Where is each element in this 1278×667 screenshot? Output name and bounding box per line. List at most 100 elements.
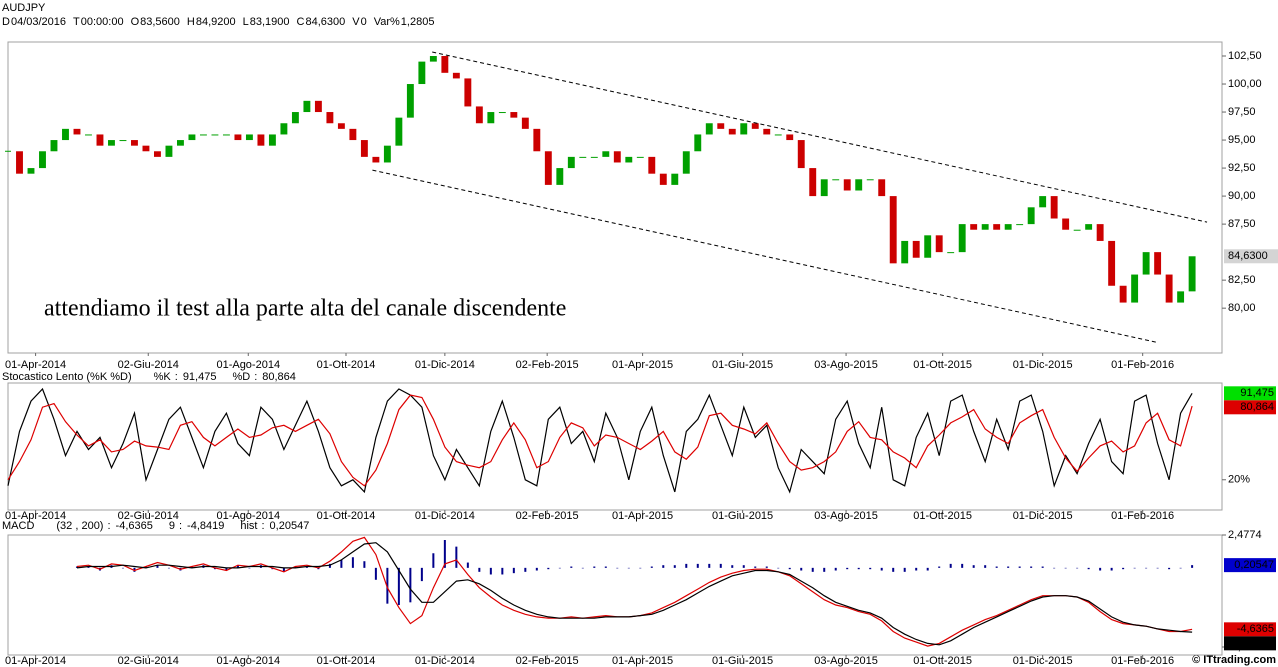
candle bbox=[1062, 218, 1070, 230]
x-tick-label: 01-Ago-2014 bbox=[216, 655, 280, 667]
candle bbox=[1004, 224, 1012, 230]
histogram-bar bbox=[236, 565, 239, 568]
candle bbox=[1085, 224, 1093, 230]
histogram-bar bbox=[1133, 567, 1136, 569]
histogram-bar bbox=[294, 566, 297, 568]
candle bbox=[234, 134, 242, 141]
field-value: 83,1900 bbox=[250, 16, 290, 28]
histogram-bar bbox=[1099, 567, 1102, 571]
candle bbox=[464, 78, 472, 107]
candle bbox=[73, 128, 81, 135]
candle bbox=[27, 168, 35, 174]
histogram-bar bbox=[708, 563, 711, 568]
channel-line bbox=[372, 169, 1157, 343]
x-tick-label: 01-Apr-2015 bbox=[612, 655, 673, 667]
candle bbox=[85, 134, 92, 136]
histogram-bar bbox=[397, 567, 400, 605]
x-tick-label: 01-Ott-2015 bbox=[913, 359, 972, 371]
histogram-bar bbox=[1122, 567, 1125, 570]
candle bbox=[487, 112, 495, 124]
symbol: AUDJPY bbox=[2, 2, 46, 14]
candle bbox=[1131, 274, 1139, 303]
candle bbox=[395, 117, 403, 146]
histogram-bar bbox=[570, 566, 573, 568]
candle bbox=[659, 173, 667, 185]
candle bbox=[62, 128, 69, 141]
candle bbox=[211, 134, 219, 136]
candle bbox=[131, 140, 138, 146]
x-tick-label: 01-Giu-2015 bbox=[712, 510, 773, 522]
histogram-bar bbox=[834, 567, 837, 571]
histogram-bar bbox=[75, 566, 78, 568]
candle bbox=[1177, 291, 1185, 303]
candle bbox=[1119, 285, 1127, 303]
indicator-line bbox=[76, 536, 1193, 647]
candle bbox=[16, 151, 23, 174]
candle bbox=[475, 106, 483, 124]
candle bbox=[981, 224, 989, 230]
histogram-bar bbox=[1191, 565, 1194, 568]
histogram-bar bbox=[1145, 567, 1148, 569]
histogram-bar bbox=[662, 565, 665, 568]
candle bbox=[866, 179, 874, 181]
x-tick-label: 01-Ott-2014 bbox=[317, 510, 376, 522]
legend-value: 0,20547 bbox=[270, 520, 310, 532]
legend-name: (32 , 200) bbox=[56, 520, 103, 532]
candle bbox=[372, 156, 380, 163]
value-box-label: -4,8419 bbox=[1237, 637, 1274, 649]
histogram-bar bbox=[420, 567, 423, 582]
y-tick-label: 20% bbox=[1228, 474, 1250, 486]
histogram-bar bbox=[1007, 566, 1010, 568]
histogram-bar bbox=[903, 567, 906, 572]
candle bbox=[590, 156, 598, 158]
candle bbox=[1050, 196, 1058, 219]
candle bbox=[257, 134, 265, 146]
histogram-bar bbox=[282, 567, 285, 572]
histogram-bar bbox=[340, 559, 343, 568]
histogram-bar bbox=[938, 566, 941, 568]
candle bbox=[924, 235, 932, 258]
candle bbox=[303, 100, 311, 113]
legend-value: -4,6365 bbox=[116, 520, 153, 532]
candle bbox=[809, 168, 817, 197]
candle bbox=[521, 117, 529, 129]
x-tick-label: 03-Ago-2015 bbox=[814, 510, 878, 522]
candle bbox=[429, 56, 437, 62]
candle bbox=[820, 179, 828, 197]
x-tick-label: 01-Ott-2014 bbox=[317, 359, 376, 371]
histogram-bar bbox=[639, 567, 642, 569]
histogram-bar bbox=[409, 567, 412, 603]
histogram-bar bbox=[167, 567, 170, 569]
value-box-label: -4,6365 bbox=[1237, 623, 1274, 635]
field-value: 84,6300 bbox=[305, 16, 345, 28]
indicator-line bbox=[76, 542, 1193, 646]
candle bbox=[625, 156, 633, 163]
candle bbox=[165, 145, 173, 157]
x-tick-label: 01-Dic-2015 bbox=[1013, 510, 1073, 522]
histogram-bar bbox=[432, 553, 435, 568]
candle bbox=[740, 123, 748, 135]
x-tick-label: 01-Dic-2015 bbox=[1013, 655, 1073, 667]
annotation: attendiamo il test alla parte alta del c… bbox=[44, 296, 566, 322]
indicator-line bbox=[7, 394, 1193, 487]
histogram-bar bbox=[627, 567, 630, 569]
histogram-bar bbox=[455, 546, 458, 568]
histogram-bar bbox=[915, 567, 918, 571]
candle bbox=[1073, 229, 1081, 231]
candle bbox=[556, 168, 564, 185]
y-tick-label: 87,50 bbox=[1228, 218, 1256, 230]
price-tag bbox=[1224, 249, 1278, 264]
candle bbox=[326, 112, 334, 124]
candle bbox=[705, 123, 713, 135]
candle bbox=[544, 151, 552, 185]
histogram-bar bbox=[1179, 567, 1182, 569]
legend-value: 80,864 bbox=[262, 371, 296, 383]
histogram-bar bbox=[823, 567, 826, 572]
channel-line bbox=[432, 51, 1208, 223]
field-key: T bbox=[73, 16, 80, 28]
legend-value: 91,475 bbox=[183, 371, 217, 383]
y-tick-label: 82,50 bbox=[1228, 274, 1256, 286]
candle bbox=[889, 196, 897, 264]
value-box-label: 80,864 bbox=[1240, 401, 1274, 413]
histogram-bar bbox=[650, 566, 653, 568]
